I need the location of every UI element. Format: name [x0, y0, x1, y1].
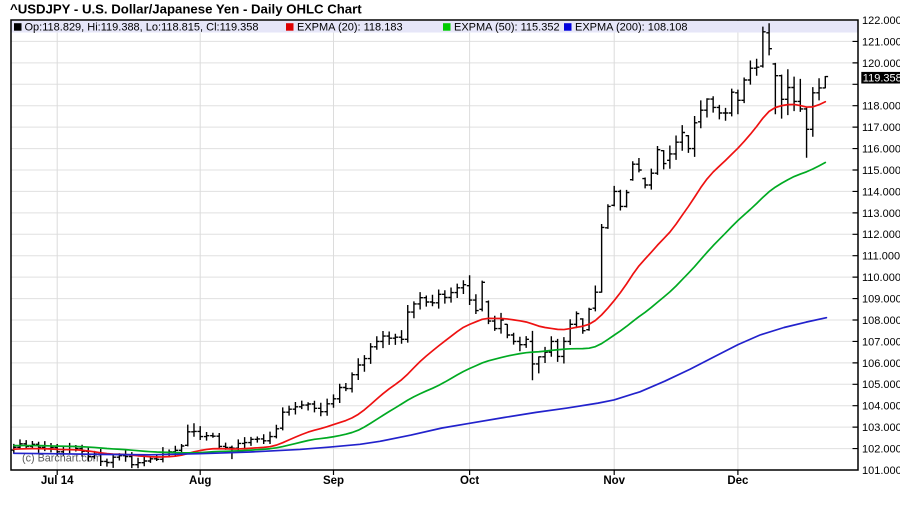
svg-text:108.000: 108.000	[862, 315, 900, 327]
svg-text:Op:118.829, Hi:119.388, Lo:118: Op:118.829, Hi:119.388, Lo:118.815, Cl:1…	[25, 22, 259, 34]
svg-text:107.000: 107.000	[862, 336, 900, 348]
svg-text:118.000: 118.000	[862, 101, 900, 113]
svg-text:117.000: 117.000	[862, 122, 900, 134]
svg-text:102.000: 102.000	[862, 443, 900, 455]
svg-text:121.000: 121.000	[862, 36, 900, 48]
svg-text:110.000: 110.000	[862, 272, 900, 284]
svg-text:Jul 14: Jul 14	[41, 475, 74, 487]
svg-text:113.000: 113.000	[862, 208, 900, 220]
svg-text:112.000: 112.000	[862, 229, 900, 241]
svg-text:Sep: Sep	[323, 475, 344, 487]
svg-text:^USDJPY - U.S. Dollar/Japanese: ^USDJPY - U.S. Dollar/Japanese Yen - Dai…	[10, 2, 362, 17]
svg-text:111.000: 111.000	[862, 251, 900, 263]
svg-text:115.000: 115.000	[862, 165, 900, 177]
svg-text:EXPMA (200): 108.108: EXPMA (200): 108.108	[575, 22, 688, 34]
svg-text:109.000: 109.000	[862, 293, 900, 305]
svg-text:Dec: Dec	[727, 475, 749, 487]
svg-text:103.000: 103.000	[862, 422, 900, 434]
svg-text:105.000: 105.000	[862, 379, 900, 391]
svg-text:Aug: Aug	[189, 475, 211, 487]
svg-text:119.358: 119.358	[863, 72, 900, 84]
svg-text:116.000: 116.000	[862, 143, 900, 155]
svg-text:120.000: 120.000	[862, 58, 900, 70]
svg-text:101.000: 101.000	[862, 465, 900, 477]
svg-text:104.000: 104.000	[862, 401, 900, 413]
svg-text:EXPMA (20): 118.183: EXPMA (20): 118.183	[297, 22, 403, 34]
svg-text:114.000: 114.000	[862, 186, 900, 198]
svg-text:Oct: Oct	[460, 475, 479, 487]
svg-text:Nov: Nov	[603, 475, 625, 487]
svg-text:122.000: 122.000	[862, 15, 900, 27]
svg-text:EXPMA (50): 115.352: EXPMA (50): 115.352	[454, 22, 560, 34]
svg-text:106.000: 106.000	[862, 358, 900, 370]
